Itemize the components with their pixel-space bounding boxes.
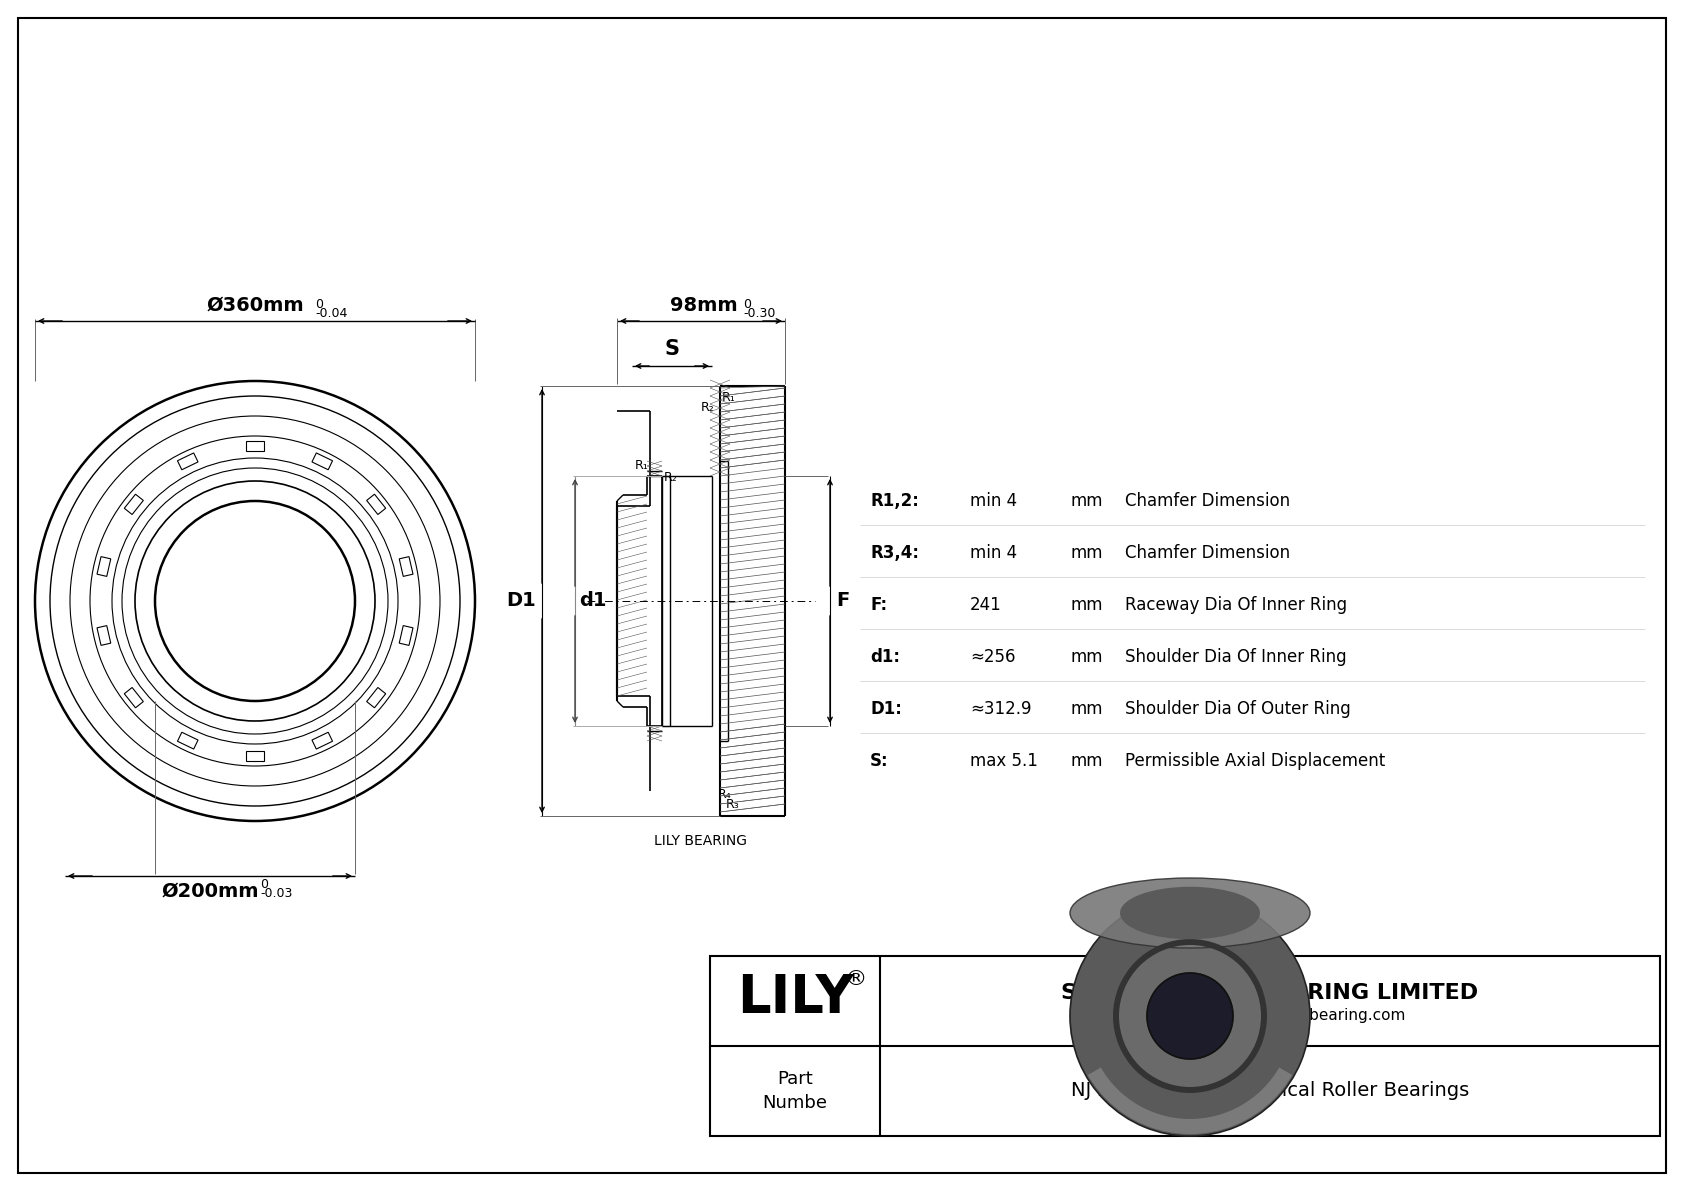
Wedge shape [1113, 939, 1266, 1093]
Text: Ø200mm: Ø200mm [162, 883, 259, 902]
Text: -0.04: -0.04 [315, 307, 347, 320]
Text: S: S [665, 339, 680, 358]
Text: R₁: R₁ [722, 391, 736, 404]
Text: Email: lilybearing@lily-bearing.com: Email: lilybearing@lily-bearing.com [1135, 1008, 1406, 1023]
Text: NJ 2240 ECML Cylindrical Roller Bearings: NJ 2240 ECML Cylindrical Roller Bearings [1071, 1081, 1468, 1100]
Text: Shoulder Dia Of Inner Ring: Shoulder Dia Of Inner Ring [1125, 648, 1347, 666]
Text: ≈256: ≈256 [970, 648, 1015, 666]
Text: 241: 241 [970, 596, 1002, 615]
Text: 0: 0 [259, 878, 268, 891]
Text: D1: D1 [507, 592, 536, 611]
Text: mm: mm [1069, 492, 1103, 510]
Text: F:: F: [871, 596, 887, 615]
Text: -0.30: -0.30 [743, 307, 775, 320]
Text: S:: S: [871, 752, 889, 771]
Text: Chamfer Dimension: Chamfer Dimension [1125, 544, 1290, 562]
Ellipse shape [1120, 887, 1260, 940]
Text: ≈312.9: ≈312.9 [970, 700, 1032, 718]
Text: mm: mm [1069, 596, 1103, 615]
Text: LILY: LILY [736, 972, 854, 1024]
Text: max 5.1: max 5.1 [970, 752, 1037, 771]
Text: D1:: D1: [871, 700, 903, 718]
Ellipse shape [1069, 878, 1310, 948]
Bar [711, 956, 1660, 1136]
Text: min 4: min 4 [970, 544, 1017, 562]
Text: F: F [835, 592, 849, 611]
Text: Ø360mm: Ø360mm [205, 297, 303, 314]
Text: R₁: R₁ [635, 459, 648, 472]
Text: -0.03: -0.03 [259, 887, 293, 900]
Text: d1:: d1: [871, 648, 899, 666]
Text: LILY BEARING: LILY BEARING [655, 834, 748, 848]
Wedge shape [1116, 943, 1263, 1089]
Text: R3,4:: R3,4: [871, 544, 919, 562]
Text: mm: mm [1069, 700, 1103, 718]
Text: R₂: R₂ [701, 401, 714, 414]
Circle shape [1147, 973, 1233, 1059]
Text: R₂: R₂ [663, 470, 677, 484]
Text: min 4: min 4 [970, 492, 1017, 510]
Wedge shape [1088, 1067, 1292, 1134]
Text: ®: ® [845, 969, 867, 989]
Text: Permissible Axial Displacement: Permissible Axial Displacement [1125, 752, 1386, 771]
Text: R₃: R₃ [726, 798, 739, 811]
Text: R₄: R₄ [717, 788, 733, 802]
Text: mm: mm [1069, 752, 1103, 771]
Text: Raceway Dia Of Inner Ring: Raceway Dia Of Inner Ring [1125, 596, 1347, 615]
Text: 98mm: 98mm [670, 297, 738, 314]
Text: R1,2:: R1,2: [871, 492, 919, 510]
Text: Shoulder Dia Of Outer Ring: Shoulder Dia Of Outer Ring [1125, 700, 1351, 718]
Wedge shape [1069, 896, 1310, 1136]
Text: mm: mm [1069, 544, 1103, 562]
Text: SHANGHAI LILY BEARING LIMITED: SHANGHAI LILY BEARING LIMITED [1061, 983, 1479, 1003]
Text: Part
Numbe: Part Numbe [763, 1071, 827, 1112]
Text: Chamfer Dimension: Chamfer Dimension [1125, 492, 1290, 510]
Text: d1: d1 [579, 592, 606, 611]
Text: 0: 0 [315, 298, 323, 311]
Text: 0: 0 [743, 298, 751, 311]
Text: mm: mm [1069, 648, 1103, 666]
